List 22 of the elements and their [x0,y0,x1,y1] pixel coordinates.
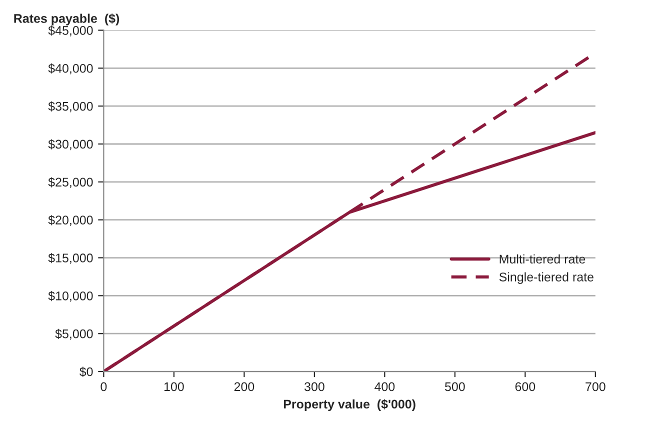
legend-label: Multi-tiered rate [500,254,586,264]
x-tick-label: 600 [515,382,536,392]
x-tick-label: 300 [304,382,324,392]
y-tick-label: $15,000 [48,253,93,264]
y-tick-label: $20,000 [48,215,93,226]
x-axis-title: Property value ($'000) [284,399,416,412]
x-tick-label: 100 [164,382,184,392]
y-tick-label: $40,000 [48,63,93,74]
x-tick-label: 700 [586,382,606,392]
y-tick-label: $10,000 [48,290,93,302]
y-tick-label: $0 [80,366,93,377]
x-tick-label: 400 [374,382,395,392]
y-axis-title: Rates payable ($) [14,14,120,26]
legend-label: Single-tiered rate [499,272,594,284]
y-tick-label: $25,000 [48,177,93,188]
y-tick-label: $45,000 [48,26,93,36]
y-tick-label: $5,000 [55,328,93,340]
y-tick-label: $30,000 [48,139,93,150]
x-tick-label: 0 [100,382,107,392]
x-tick-label: 500 [444,382,465,392]
y-tick-label: $35,000 [48,101,93,112]
x-tick-label: 200 [234,382,254,392]
